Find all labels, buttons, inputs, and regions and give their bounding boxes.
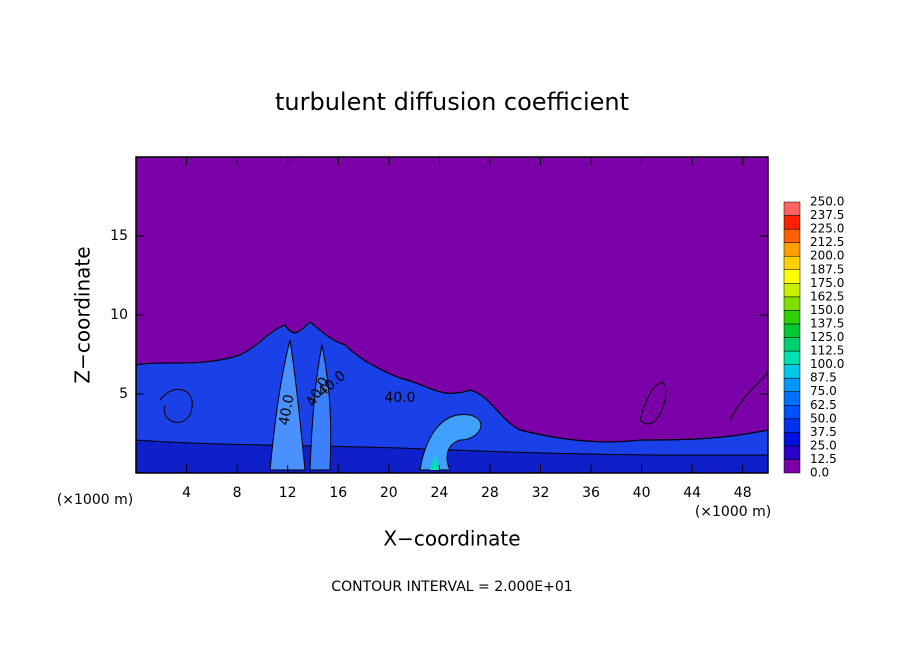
- colorbar-label: 187.5: [810, 262, 844, 276]
- y-tick-label: 5: [119, 386, 128, 402]
- y-tick-label: 15: [110, 228, 128, 244]
- x-tick-label: 48: [734, 485, 752, 501]
- colorbar-swatch: [783, 337, 801, 352]
- x-tick-label: 32: [532, 485, 550, 501]
- colorbar-swatch: [783, 242, 801, 257]
- colorbar-swatch: [783, 391, 801, 406]
- x-tick-label: 36: [582, 485, 600, 501]
- x-axis-label: X−coordinate: [383, 527, 520, 551]
- colorbar-swatch: [783, 418, 801, 433]
- y-axis-label: Z−coordinate: [71, 246, 95, 383]
- colorbar-swatch: [783, 364, 801, 379]
- colorbar-label: 12.5: [810, 452, 837, 466]
- footnote: CONTOUR INTERVAL = 2.000E+01: [331, 579, 572, 595]
- colorbar-swatch: [783, 228, 801, 243]
- x-tick-label: 4: [182, 485, 191, 501]
- colorbar-swatch: [783, 283, 801, 298]
- field-region: [430, 455, 440, 470]
- colorbar-swatch: [783, 296, 801, 311]
- colorbar-label: 175.0: [810, 276, 844, 290]
- contour-label: 40.0: [384, 390, 415, 406]
- contour-line: [159, 388, 193, 423]
- y-tick-label: 10: [110, 307, 128, 323]
- x-tick-label: 20: [380, 485, 398, 501]
- colorbar-swatch: [783, 432, 801, 447]
- x-tick-label: 44: [683, 485, 701, 501]
- colorbar-label: 75.0: [810, 384, 837, 398]
- colorbar-label: 137.5: [810, 316, 844, 330]
- colorbar-label: 100.0: [810, 357, 844, 371]
- colorbar-swatch: [783, 201, 801, 216]
- x-tick-label: 28: [481, 485, 499, 501]
- colorbar-label: 62.5: [810, 398, 837, 412]
- x-tick-label: 24: [430, 485, 448, 501]
- contour-line: [639, 382, 667, 425]
- colorbar-swatch: [783, 405, 801, 420]
- colorbar-label: 25.0: [810, 438, 837, 452]
- colorbar-label: 237.5: [810, 208, 844, 222]
- colorbar-label: 162.5: [810, 289, 844, 303]
- x-tick-label: 16: [329, 485, 347, 501]
- colorbar-label: 200.0: [810, 249, 844, 263]
- colorbar-label: 250.0: [810, 195, 844, 209]
- x-tick-label: 40: [633, 485, 651, 501]
- colorbar-label: 225.0: [810, 222, 844, 236]
- colorbar-label: 212.5: [810, 235, 844, 249]
- x-unit-label: (×1000 m): [57, 492, 133, 508]
- contour-label: 40.0: [276, 393, 297, 426]
- colorbar-swatch: [783, 459, 801, 474]
- colorbar-label: 37.5: [810, 425, 837, 439]
- field: [136, 321, 768, 473]
- colorbar-swatch: [783, 310, 801, 325]
- chart-title: turbulent diffusion coefficient: [275, 88, 629, 116]
- x-tick-label: 8: [233, 485, 242, 501]
- colorbar-label: 50.0: [810, 411, 837, 425]
- colorbar-swatch: [783, 445, 801, 460]
- field-region: [309, 344, 332, 471]
- colorbar-swatch: [783, 269, 801, 284]
- field-region: [269, 339, 306, 471]
- contour-line: [729, 369, 768, 421]
- colorbar-label: 87.5: [810, 371, 837, 385]
- colorbar-label: 112.5: [810, 344, 844, 358]
- colorbar-label: 150.0: [810, 303, 844, 317]
- x-tick-label: 12: [279, 485, 297, 501]
- colorbar-swatch: [783, 377, 801, 392]
- colorbar-label: 125.0: [810, 330, 844, 344]
- colorbar-swatch: [783, 255, 801, 271]
- colorbar-swatch: [783, 215, 801, 230]
- colorbar-swatch: [783, 323, 801, 338]
- colorbar-swatch: [783, 350, 801, 365]
- colorbar-label: 0.0: [810, 466, 829, 480]
- x-unit-label: (×1000 m): [695, 504, 771, 520]
